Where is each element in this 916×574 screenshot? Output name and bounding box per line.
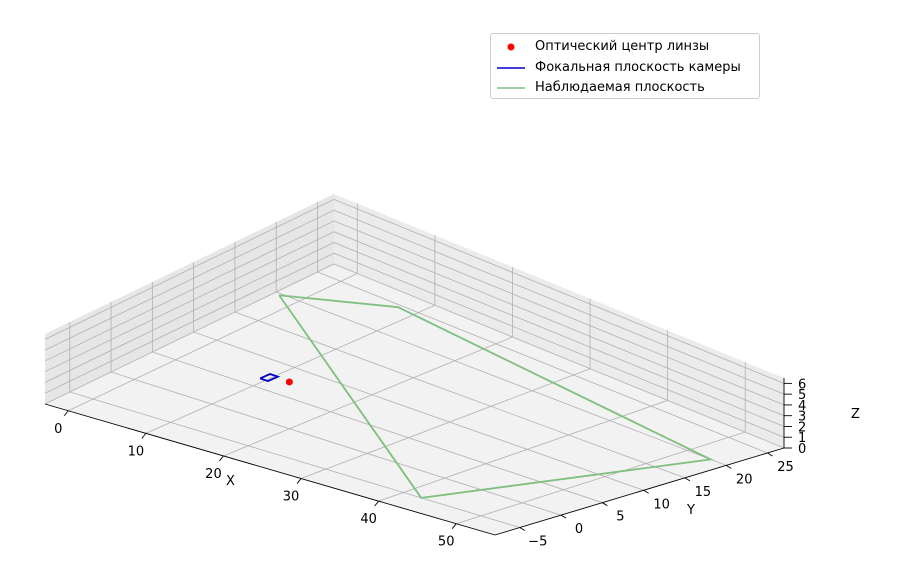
y-tick-label: 25 (777, 460, 794, 475)
z-tick-label: 6 (798, 377, 806, 392)
x-tick (451, 523, 457, 529)
x-tick (63, 410, 69, 417)
legend-item-lens-center: Оптический центр линзы (491, 37, 759, 57)
z-tick-label: 0 (798, 442, 806, 457)
y-tick-label: 0 (575, 522, 583, 537)
z-gridline (44, 231, 785, 417)
y-tick (767, 452, 773, 457)
y-tick (643, 489, 649, 494)
legend-item-focal-plane: Фокальная плоскость камеры (491, 58, 759, 78)
lens-center-point (285, 378, 293, 386)
legend-label: Фокальная плоскость камеры (535, 60, 741, 75)
blue-line-icon (497, 67, 525, 69)
y-tick-label: −5 (528, 535, 547, 550)
z-gridline (44, 252, 785, 438)
y-tick (519, 527, 526, 531)
z-tick-label: 3 (798, 410, 806, 425)
x-tick (141, 433, 147, 439)
focal-plane-line (259, 373, 281, 383)
x-tick (374, 500, 379, 507)
y-tick (725, 465, 732, 469)
side-pane (45, 194, 334, 404)
data-series (259, 294, 714, 499)
z-axis-label: Z (851, 407, 860, 422)
y-tick (684, 477, 691, 482)
z-gridline (44, 220, 785, 406)
z-tick-label: 5 (798, 388, 806, 403)
y-axis-line (494, 447, 785, 536)
z-tick-label: 4 (798, 399, 806, 414)
y-tick (560, 514, 567, 519)
y-tick-label: 20 (736, 472, 753, 487)
z-gridline (44, 263, 785, 449)
grid-lines (44, 198, 785, 528)
legend: Оптический центр линзы Фокальная плоскос… (490, 33, 760, 99)
x-tick-label: 50 (438, 535, 455, 550)
y-axis-label: Y (686, 503, 695, 518)
z-tick-label: 1 (798, 431, 806, 446)
y-tick-label: 10 (653, 497, 670, 512)
x-tick-label: 20 (205, 467, 222, 482)
legend-label: Наблюдаемая плоскость (535, 80, 705, 95)
x-axis-label: X (226, 474, 235, 489)
observed-plane-line (278, 294, 714, 499)
axes-panes (45, 194, 784, 535)
z-tick-label: 2 (798, 420, 806, 435)
x-tick-label: 30 (283, 490, 300, 505)
x-tick (296, 478, 302, 484)
red-dot-icon (507, 43, 515, 51)
axis-lines (44, 378, 785, 536)
z-gridline (44, 242, 785, 427)
tick-marks (63, 382, 792, 531)
y-tick-label: 5 (616, 510, 624, 525)
green-line-icon (497, 87, 525, 89)
x-axis-line (44, 403, 496, 536)
legend-label: Оптический центр линзы (535, 39, 710, 54)
floor-pane (45, 264, 784, 535)
z-gridline (44, 209, 785, 395)
back-pane (334, 194, 784, 448)
z-gridline (44, 198, 785, 384)
x-tick-label: 40 (360, 512, 377, 527)
y-tick-label: 15 (695, 485, 712, 500)
x-tick-label: 10 (128, 444, 145, 459)
y-tick (602, 502, 608, 507)
x-tick (219, 455, 224, 462)
x-tick-label: 0 (54, 422, 62, 437)
legend-item-observed-plane: Наблюдаемая плоскость (491, 78, 759, 98)
